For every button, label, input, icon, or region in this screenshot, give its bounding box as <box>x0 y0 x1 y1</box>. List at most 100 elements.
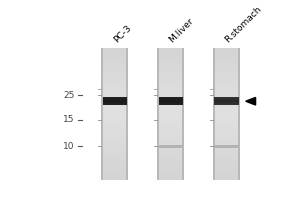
Bar <box>213 72 240 74</box>
Bar <box>158 156 184 158</box>
Bar <box>213 174 240 176</box>
Bar <box>213 163 240 165</box>
Bar <box>101 145 128 147</box>
Bar <box>158 94 184 96</box>
Bar <box>158 92 184 94</box>
Bar <box>158 143 184 145</box>
Bar <box>101 48 103 180</box>
Bar <box>101 134 128 136</box>
Bar <box>101 57 128 59</box>
Bar <box>101 118 128 121</box>
Bar <box>158 118 184 121</box>
Bar <box>158 165 184 167</box>
Bar <box>101 160 128 163</box>
Bar <box>158 76 184 79</box>
Bar <box>213 50 240 52</box>
Bar <box>158 136 184 138</box>
Bar <box>158 123 184 125</box>
Text: PC-3: PC-3 <box>112 23 133 44</box>
Bar <box>158 112 184 114</box>
Bar <box>101 123 128 125</box>
Bar <box>213 110 240 112</box>
Bar <box>101 158 128 160</box>
Bar <box>158 110 184 112</box>
Bar <box>213 149 240 152</box>
Bar <box>158 167 184 169</box>
Bar <box>213 74 240 76</box>
Bar <box>158 102 183 103</box>
Bar <box>213 167 240 169</box>
Bar <box>158 103 183 104</box>
Text: M.liver: M.liver <box>168 16 196 44</box>
Bar <box>182 48 184 180</box>
Text: R.stomach: R.stomach <box>224 4 264 44</box>
Bar <box>158 176 184 178</box>
Bar <box>158 171 184 174</box>
Bar <box>101 138 128 140</box>
Bar <box>158 74 184 76</box>
Text: 25: 25 <box>64 91 75 100</box>
Bar <box>101 83 128 85</box>
Bar <box>213 83 240 85</box>
Bar <box>158 149 184 152</box>
Bar <box>101 127 128 129</box>
Bar <box>213 147 240 149</box>
Bar <box>213 52 240 54</box>
Bar <box>213 94 240 96</box>
Bar <box>158 54 184 57</box>
Bar <box>158 61 184 63</box>
Bar <box>101 171 128 174</box>
Bar <box>213 140 240 143</box>
Bar <box>101 94 128 96</box>
Bar <box>213 123 240 125</box>
Bar <box>101 63 128 65</box>
Bar <box>158 163 184 165</box>
Bar <box>101 76 128 79</box>
Bar <box>101 152 128 154</box>
Bar <box>213 136 240 138</box>
Bar <box>213 48 240 50</box>
Bar <box>158 105 184 107</box>
Bar <box>158 103 184 105</box>
Bar <box>158 158 184 160</box>
Bar <box>101 112 128 114</box>
Bar <box>101 169 128 171</box>
Bar <box>101 178 128 180</box>
Bar <box>213 158 240 160</box>
Bar <box>158 107 184 110</box>
Bar <box>101 149 128 152</box>
Bar <box>101 163 128 165</box>
Bar <box>158 100 183 101</box>
Bar <box>213 81 240 83</box>
Bar <box>101 92 128 94</box>
Bar <box>213 118 240 121</box>
Bar <box>103 100 127 101</box>
Bar <box>158 147 184 149</box>
Bar <box>158 90 184 92</box>
Bar <box>213 103 240 105</box>
Bar <box>158 99 183 100</box>
Bar <box>213 79 240 81</box>
Bar <box>101 50 128 52</box>
Bar <box>213 178 240 180</box>
Bar <box>101 107 128 110</box>
Bar <box>101 174 128 176</box>
Bar <box>158 87 184 90</box>
Bar <box>158 50 184 52</box>
Bar <box>158 85 184 87</box>
Bar <box>213 176 240 178</box>
Bar <box>158 174 184 176</box>
Bar <box>158 116 184 118</box>
Bar <box>101 125 128 127</box>
Bar <box>214 145 239 148</box>
Bar <box>158 99 184 101</box>
Bar <box>101 87 128 90</box>
Bar <box>103 101 127 102</box>
Bar <box>158 48 159 180</box>
Bar <box>213 85 240 87</box>
Bar <box>101 143 128 145</box>
Bar <box>101 110 128 112</box>
Bar <box>214 102 239 103</box>
Bar <box>213 116 240 118</box>
Bar <box>158 79 184 81</box>
